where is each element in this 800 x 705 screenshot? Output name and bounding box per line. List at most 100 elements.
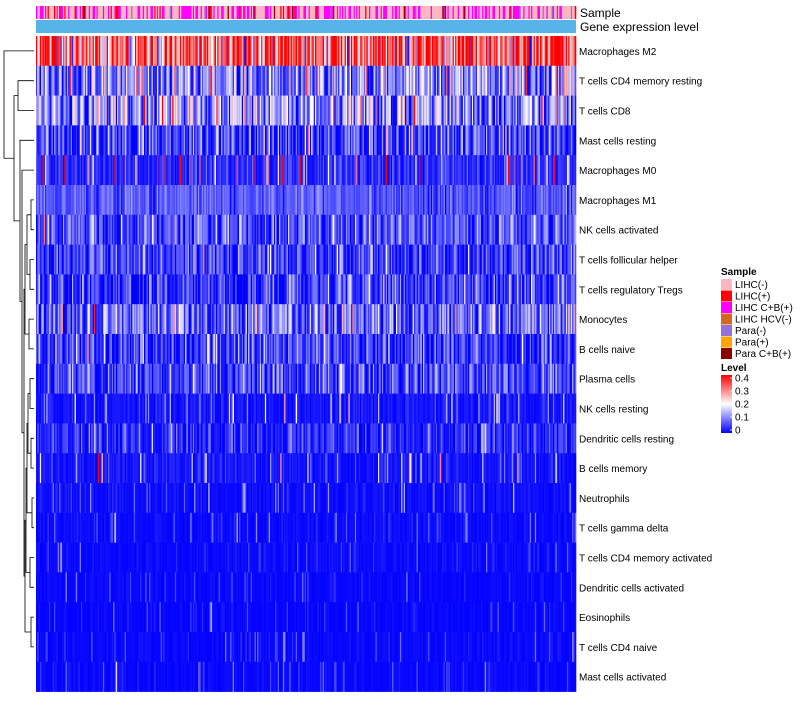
- heatmap-cell: [46, 334, 48, 365]
- heatmap-cell: [534, 244, 537, 275]
- heatmap-cell: [55, 304, 57, 335]
- heatmap-cell: [352, 304, 354, 335]
- heatmap-cell: [228, 274, 231, 305]
- heatmap-cell: [36, 244, 38, 275]
- heatmap-cell: [349, 125, 352, 156]
- heatmap-cell: [475, 125, 478, 156]
- heatmap-cell: [81, 304, 83, 335]
- heatmap-cell: [64, 125, 66, 156]
- heatmap-cell: [308, 36, 311, 67]
- heatmap-cell: [293, 155, 295, 186]
- heatmap-cell: [573, 95, 576, 126]
- sample-track-cell: [495, 6, 497, 19]
- sample-track-cell: [145, 6, 147, 19]
- heatmap-cell: [407, 125, 410, 156]
- heatmap-cell: [258, 274, 261, 305]
- heatmap-cell: [69, 65, 72, 96]
- heatmap-cell: [542, 95, 545, 126]
- heatmap-cell: [87, 244, 90, 275]
- heatmap-cell: [168, 155, 171, 186]
- heatmap-cell: [276, 155, 279, 186]
- sample-track-cell: [392, 6, 394, 19]
- heatmap-cell: [60, 334, 63, 365]
- heatmap-cell: [276, 95, 279, 126]
- heatmap-cell: [295, 95, 298, 126]
- heatmap-cell: [272, 36, 275, 67]
- heatmap-cell: [441, 125, 443, 156]
- heatmap-cell: [529, 214, 532, 245]
- heatmap-cell: [228, 36, 231, 67]
- heatmap-cell: [383, 36, 385, 67]
- heatmap-cell: [538, 36, 541, 67]
- heatmap-cell: [159, 244, 162, 275]
- heatmap-cell: [349, 185, 352, 216]
- heatmap-cell: [144, 65, 146, 96]
- heatmap-cell: [236, 214, 239, 245]
- heatmap-cell: [199, 125, 201, 156]
- heatmap-cell: [228, 65, 231, 96]
- heatmap-cell: [504, 125, 506, 156]
- heatmap-cell: [307, 214, 309, 245]
- heatmap-cell: [294, 244, 297, 275]
- sample-track-cell: [378, 6, 380, 19]
- heatmap-cell: [43, 214, 46, 245]
- heatmap-cell: [154, 244, 156, 275]
- heatmap-cell: [360, 334, 362, 365]
- heatmap-cell: [511, 65, 514, 96]
- heatmap-cell: [559, 214, 561, 245]
- heatmap-cell: [70, 125, 73, 156]
- heatmap-cell: [79, 36, 82, 67]
- heatmap-cell: [531, 36, 533, 67]
- heatmap-cell: [489, 274, 492, 305]
- heatmap-cell: [92, 304, 95, 335]
- heatmap-cell: [127, 185, 129, 216]
- heatmap-cell: [299, 125, 302, 156]
- heatmap-cell: [217, 214, 219, 245]
- heatmap-cell: [356, 244, 358, 275]
- heatmap-cell: [214, 334, 217, 365]
- heatmap-cell: [136, 244, 138, 275]
- heatmap-cell: [502, 125, 505, 156]
- heatmap-cell: [450, 274, 452, 305]
- heatmap-cell: [144, 125, 146, 156]
- heatmap-cell: [195, 274, 198, 305]
- heatmap-cell: [201, 214, 204, 245]
- heatmap-cell: [246, 334, 249, 365]
- heatmap-cell: [529, 244, 532, 275]
- heatmap-cell: [446, 65, 448, 96]
- heatmap-cell: [358, 185, 361, 216]
- heatmap-cell: [54, 304, 56, 335]
- heatmap-cell: [169, 36, 172, 67]
- heatmap-cell: [42, 125, 45, 156]
- heatmap-cell: [210, 304, 213, 335]
- heatmap-cell: [264, 304, 267, 335]
- sample-track-cell: [295, 6, 298, 19]
- heatmap-cell: [357, 155, 360, 186]
- heatmap-cell: [488, 185, 491, 216]
- sample-track-cell: [403, 6, 406, 19]
- heatmap-cell: [279, 65, 281, 96]
- heatmap-cell: [84, 304, 87, 335]
- heatmap-cell: [199, 214, 201, 245]
- heatmap-cell: [57, 125, 60, 156]
- heatmap-cell: [378, 304, 380, 335]
- heatmap-cell: [342, 155, 344, 186]
- heatmap-cell: [335, 155, 338, 186]
- heatmap-cell: [181, 304, 183, 335]
- heatmap-cell: [379, 244, 381, 275]
- heatmap-cell: [460, 214, 462, 245]
- heatmap-cell: [321, 334, 324, 365]
- heatmap-cell: [280, 36, 282, 67]
- dendrogram-branch: [29, 557, 34, 588]
- heatmap-cell: [234, 125, 236, 156]
- heatmap-cell: [443, 95, 446, 126]
- heatmap-cell: [555, 155, 558, 186]
- heatmap-cell: [300, 334, 303, 365]
- heatmap-cell: [285, 95, 288, 126]
- heatmap-cell: [51, 155, 54, 186]
- heatmap-cell: [212, 125, 214, 156]
- sample-track-cell: [115, 6, 118, 19]
- heatmap-cell: [221, 95, 223, 126]
- heatmap-cell: [516, 125, 519, 156]
- heatmap-cell: [419, 334, 421, 365]
